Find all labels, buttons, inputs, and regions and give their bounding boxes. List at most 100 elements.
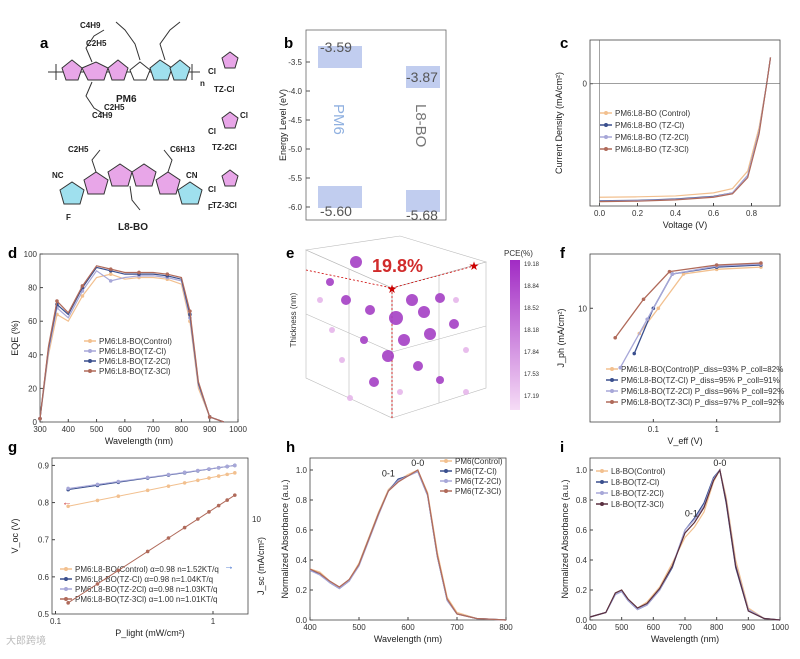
g-point [95, 482, 100, 487]
d-point [108, 279, 113, 283]
c-plot-frame [589, 39, 781, 207]
e-colorbar [510, 260, 520, 410]
g-point [95, 582, 100, 586]
i-ylabel: Normalized Absorbance (a.u.) [560, 479, 570, 598]
h-legend-label: PM6(TZ-3Cl) [455, 487, 502, 496]
l8bo-cn: CN [186, 171, 198, 180]
i-xtick-label: 500 [615, 623, 629, 632]
panel-c-chart: 0.0 0.2 0.4 0.6 0.8 0 20 Voltage (V) Current Den… [554, 0, 781, 230]
tz2cl-cl-2: Cl [240, 111, 248, 120]
g-xtick-label: 1 [211, 617, 216, 626]
e-data-point [418, 306, 430, 318]
f-series-line-2 [619, 263, 761, 369]
c-legend-marker [604, 135, 608, 139]
h-ytick-label: 1.0 [296, 466, 308, 475]
panel-label-a: a [40, 35, 49, 52]
pm6-n-subscript: n [200, 79, 205, 88]
g-point [207, 510, 211, 514]
h-ytick-label: 0.6 [296, 526, 308, 535]
i-ytick-label: 0.4 [576, 556, 588, 565]
f-point [645, 317, 649, 322]
d-xtick-label: 300 [33, 425, 47, 434]
d-ytick-label: 60 [28, 317, 37, 326]
panel-label-d: d [8, 245, 17, 262]
tz-additives [221, 51, 239, 187]
c-legend-label: PM6:L8-BO (TZ-2Cl) [615, 133, 689, 142]
d-point [55, 299, 59, 303]
i-ytick-label: 0.2 [576, 586, 588, 595]
g-point [182, 481, 187, 485]
g-point [207, 467, 211, 471]
pm6-c4h9-top: C4H9 [80, 21, 101, 30]
d-legend-marker [88, 339, 92, 343]
pm6-structure [48, 21, 200, 115]
e-data-point [347, 395, 353, 401]
e-star-icon-center: ★ [387, 282, 398, 296]
g-y2tick-label: 10 [252, 515, 261, 524]
panel-label-f: f [560, 245, 566, 262]
g-point [196, 468, 200, 473]
g-legend-label: PM6:L8-BO(TZ-2Cl) α=0.98 n=1.03KT/q [75, 585, 217, 594]
c-legend-marker [604, 147, 608, 151]
f-series-line-3 [614, 262, 761, 339]
g-point [145, 475, 150, 480]
g-legend-label: PM6:L8-BO(TZ-3Cl) α=1.00 n=1.01KT/q [75, 595, 217, 604]
c-legend-label: PM6:L8-BO (TZ-3Cl) [615, 145, 689, 154]
g-xtick-label: 0.1 [50, 617, 62, 626]
e-data-point [365, 305, 375, 315]
d-ytick-label: 40 [28, 351, 37, 360]
g-arrow-left-icon: ← [62, 498, 72, 509]
g-point [116, 568, 121, 573]
f-point [681, 272, 686, 276]
e-colorbar-tick: 17.19 [524, 394, 540, 400]
l8-lumo-bar [406, 66, 440, 88]
d-legend-label: PM6:L8-BO(TZ-2Cl) [99, 357, 171, 366]
pm6-vertical-name: PM6 [330, 104, 347, 135]
h-xtick-label: 500 [352, 623, 366, 632]
b-ytick-label: -5.0 [288, 145, 302, 154]
i-legend-marker [600, 502, 604, 506]
g-point [216, 474, 221, 478]
panel-b: b -3.5 -4.0 -4.5 -5.0 -5.5 -6.0 Energy Level … [278, 29, 447, 223]
d-point [80, 294, 85, 298]
d-point [108, 272, 113, 276]
i-legend-label: L8-BO(TZ-2Cl) [611, 489, 664, 498]
e-data-point [449, 319, 459, 329]
g-ylabel2: J_sc (mA/cm²) [256, 537, 266, 595]
d-point [38, 416, 42, 421]
f-point [667, 269, 672, 274]
panel-label-c: c [560, 35, 568, 52]
g-arrow-right-icon: → [224, 561, 234, 572]
g-ytick-label: 0.9 [38, 461, 50, 470]
panel-d-chart: 300 400 500 600 700 800 900 1000 0 20 40 60 80 100 Wav… [10, 250, 247, 446]
h-xlabel: Wavelength (nm) [374, 634, 442, 644]
g-point [116, 494, 121, 499]
e-ylabel: Thickness (nm) [289, 292, 298, 347]
g-point [216, 503, 221, 508]
h-series-line-3 [309, 469, 507, 621]
e-colorbar-tick: 17.84 [524, 350, 540, 356]
l8-homo-bar [406, 190, 440, 212]
e-data-point [406, 294, 418, 306]
g-point [225, 498, 229, 502]
i-ytick-label: 1.0 [576, 466, 588, 475]
g-point [66, 486, 70, 491]
h-annot-01: 0-1 [382, 469, 395, 479]
f-point [714, 263, 719, 267]
f-legend-label: PM6:L8-BO(TZ-Cl) P_diss=95% P_coll=91% [621, 376, 780, 385]
tzcl-label: TZ-Cl [214, 85, 234, 94]
i-legend-marker [600, 491, 604, 495]
d-legend-label: PM6:L8-BO(Control) [99, 337, 172, 346]
d-point [207, 415, 212, 419]
g-ylabel: V_oc (V) [10, 518, 20, 553]
c-xtick-label: 0.6 [708, 209, 720, 218]
i-legend-label: L8-BO(Control) [611, 467, 666, 476]
i-xtick-label: 600 [647, 623, 661, 632]
i-xtick-label: 900 [742, 623, 756, 632]
g-point [145, 488, 150, 493]
f-point [632, 351, 637, 356]
f-xlabel: V_eff (V) [667, 436, 702, 446]
e-data-point [413, 361, 423, 371]
h-ytick-label: 0.2 [296, 586, 308, 595]
f-point [613, 335, 618, 340]
